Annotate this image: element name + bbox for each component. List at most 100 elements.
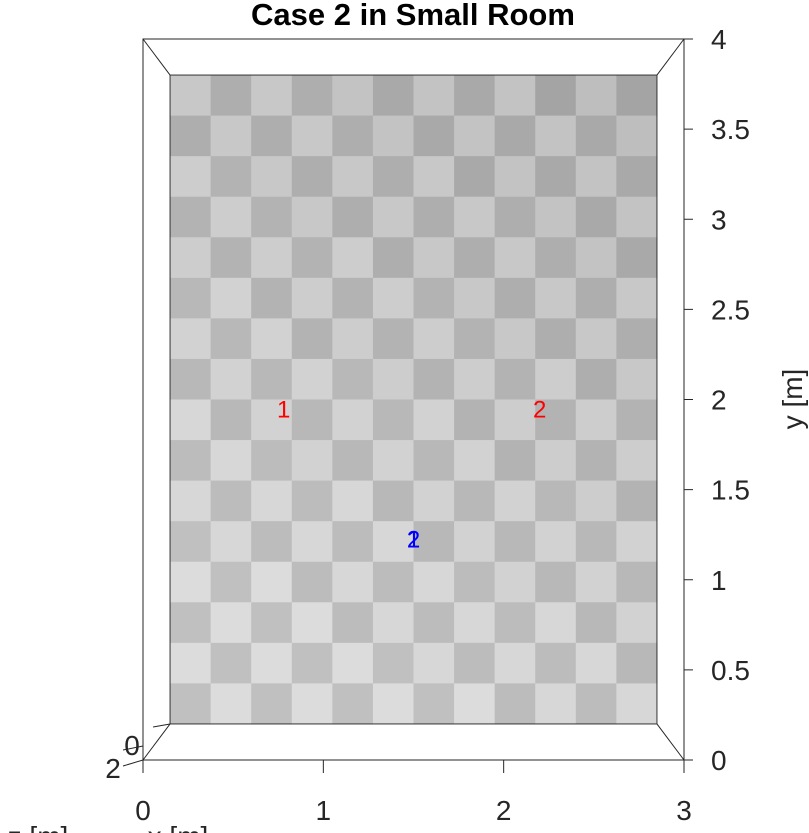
- floor-tile: [494, 480, 536, 522]
- floor-tile: [210, 358, 252, 400]
- x-axis-label: x [m]: [148, 821, 209, 833]
- floor-tile: [494, 602, 536, 644]
- floor-tile: [251, 399, 293, 441]
- data-point-label: 2: [407, 526, 420, 553]
- floor-tile: [210, 440, 252, 482]
- floor-tile: [494, 399, 536, 441]
- floor-tile: [251, 75, 293, 117]
- floor-tile: [210, 277, 252, 319]
- room-edges: [142, 38, 685, 761]
- z-tick-label: 0: [124, 730, 140, 761]
- x-tick-label: 3: [676, 795, 692, 826]
- floor-tile: [332, 683, 374, 725]
- chart-title: Case 2 in Small Room: [251, 0, 575, 32]
- floor-tile: [332, 237, 374, 279]
- floor-tile: [291, 237, 333, 279]
- floor-tile: [494, 642, 536, 684]
- floor-tile: [616, 318, 658, 360]
- floor-tile: [575, 277, 617, 319]
- floor-tile: [413, 642, 455, 684]
- floor-tile: [332, 75, 374, 117]
- floor-tile: [413, 196, 455, 238]
- floor-tile: [170, 277, 212, 319]
- floor-tile: [575, 115, 617, 157]
- floor-tile: [251, 440, 293, 482]
- floor-tile: [372, 156, 414, 198]
- floor-tile: [332, 480, 374, 522]
- room-edge: [142, 723, 171, 761]
- floor-tile: [535, 318, 577, 360]
- floor-tile: [494, 277, 536, 319]
- data-point-label: 1: [277, 397, 290, 424]
- y-tick-label: 2.5: [711, 294, 750, 325]
- floor-tile: [575, 196, 617, 238]
- floor-tile: [575, 358, 617, 400]
- floor-tile: [170, 196, 212, 238]
- floor-tile: [413, 440, 455, 482]
- room-edge: [656, 38, 685, 76]
- floor-tile: [575, 440, 617, 482]
- floor-tile: [210, 196, 252, 238]
- floor-tile: [251, 358, 293, 400]
- floor-tile: [413, 561, 455, 603]
- floor-tile: [332, 521, 374, 563]
- floor-tile: [454, 480, 496, 522]
- floor-tile: [210, 399, 252, 441]
- floor-tile: [575, 318, 617, 360]
- floor-tile: [372, 399, 414, 441]
- z-axis-label: z [m]: [8, 821, 69, 833]
- floor-tile: [454, 318, 496, 360]
- z-tick: [152, 723, 171, 728]
- floor-tile: [210, 480, 252, 522]
- floor-tile: [494, 561, 536, 603]
- floor-tile: [494, 358, 536, 400]
- floor-tile: [616, 237, 658, 279]
- x-tick-label: 1: [316, 795, 332, 826]
- floor-tile: [332, 440, 374, 482]
- floor-tile: [332, 358, 374, 400]
- floor-tile: [251, 196, 293, 238]
- floor-tile: [454, 277, 496, 319]
- floor-tile: [494, 237, 536, 279]
- z-axis: 02: [105, 723, 171, 784]
- floor-tile: [210, 683, 252, 725]
- z-axis-line: [122, 759, 144, 767]
- z-tick: [122, 745, 144, 751]
- floor-tile: [251, 561, 293, 603]
- x-tick-label: 2: [496, 795, 512, 826]
- floor-tile: [291, 480, 333, 522]
- floor-tile: [170, 358, 212, 400]
- floor-tile: [616, 683, 658, 725]
- floor-tile: [372, 277, 414, 319]
- floor-tile: [210, 115, 252, 157]
- floor-tile: [413, 521, 455, 563]
- floor-tile: [535, 358, 577, 400]
- floor-tile: [291, 358, 333, 400]
- floor-tile: [332, 318, 374, 360]
- floor-tile: [291, 440, 333, 482]
- floor-tile: [332, 115, 374, 157]
- floor-tile: [616, 440, 658, 482]
- floor-tile: [575, 480, 617, 522]
- floor-tile: [454, 196, 496, 238]
- floor-outline: [169, 74, 658, 725]
- floor-tile: [535, 115, 577, 157]
- floor-tile: [535, 602, 577, 644]
- y-tick-label: 1.5: [711, 475, 750, 506]
- floor-tile: [210, 75, 252, 117]
- floor-tile: [210, 318, 252, 360]
- floor-tile: [575, 75, 617, 117]
- floor-tile: [291, 115, 333, 157]
- floor-tile: [454, 561, 496, 603]
- floor-tile: [454, 399, 496, 441]
- floor-tile: [616, 75, 658, 117]
- floor-tile: [535, 399, 577, 441]
- floor-tile: [372, 642, 414, 684]
- floor-tile: [291, 277, 333, 319]
- floor-tile: [494, 196, 536, 238]
- floor-tile: [251, 115, 293, 157]
- data-point-label: 1: [407, 526, 420, 553]
- floor-tile: [616, 561, 658, 603]
- floor-tile: [494, 683, 536, 725]
